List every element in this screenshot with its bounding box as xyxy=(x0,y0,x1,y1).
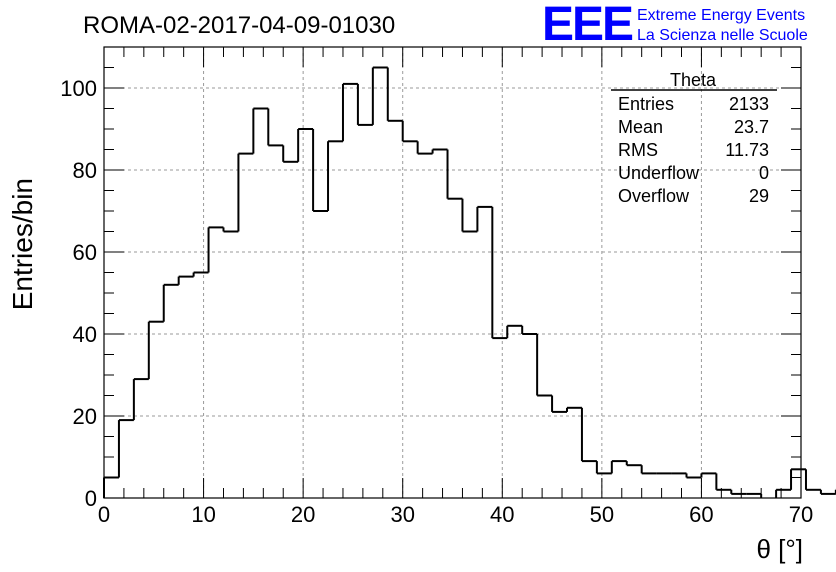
x-tick-label: 60 xyxy=(689,502,713,527)
logo-mark: EEE xyxy=(542,0,633,51)
y-tick-label: 20 xyxy=(73,404,97,429)
stats-value: 11.73 xyxy=(725,140,769,160)
histogram xyxy=(103,66,836,498)
stats-label: Mean xyxy=(618,117,663,137)
stats-label: Underflow xyxy=(618,163,700,183)
grid xyxy=(104,47,801,498)
y-tick-label: 80 xyxy=(73,158,97,183)
chart-title: ROMA-02-2017-04-09-01030 xyxy=(83,12,395,39)
y-tick-label: 40 xyxy=(73,322,97,347)
stats-label: Overflow xyxy=(618,186,690,206)
x-tick-label: 40 xyxy=(490,502,514,527)
y-tick-label: 0 xyxy=(85,486,97,511)
x-tick-label: 70 xyxy=(789,502,813,527)
x-tick-label: 0 xyxy=(98,502,110,527)
logo: EEE Extreme Energy Events La Scienza nel… xyxy=(542,0,808,51)
y-axis-label: Entries/bin xyxy=(7,178,38,310)
x-axis-label: θ [°] xyxy=(756,534,803,564)
x-tick-label: 50 xyxy=(590,502,614,527)
stats-label: Entries xyxy=(618,94,674,114)
stats-box: Theta Entries 2133 Mean 23.7 RMS 11.73 U… xyxy=(611,70,777,206)
tick-labels: 0 10 20 30 40 50 60 70 0 20 40 60 80 100 xyxy=(60,76,813,527)
ticks xyxy=(103,46,802,499)
y-tick-label: 100 xyxy=(60,76,97,101)
y-tick-label: 60 xyxy=(73,240,97,265)
x-tick-label: 20 xyxy=(291,502,315,527)
stats-title: Theta xyxy=(670,70,717,90)
stats-value: 29 xyxy=(749,186,769,206)
x-tick-label: 10 xyxy=(191,502,215,527)
stats-label: RMS xyxy=(618,140,658,160)
stats-value: 23.7 xyxy=(734,117,769,137)
logo-line-2: La Scienza nelle Scuole xyxy=(637,27,808,44)
logo-line-1: Extreme Energy Events xyxy=(637,7,805,24)
x-tick-label: 30 xyxy=(390,502,414,527)
stats-value: 0 xyxy=(759,163,769,183)
stats-value: 2133 xyxy=(729,94,769,114)
